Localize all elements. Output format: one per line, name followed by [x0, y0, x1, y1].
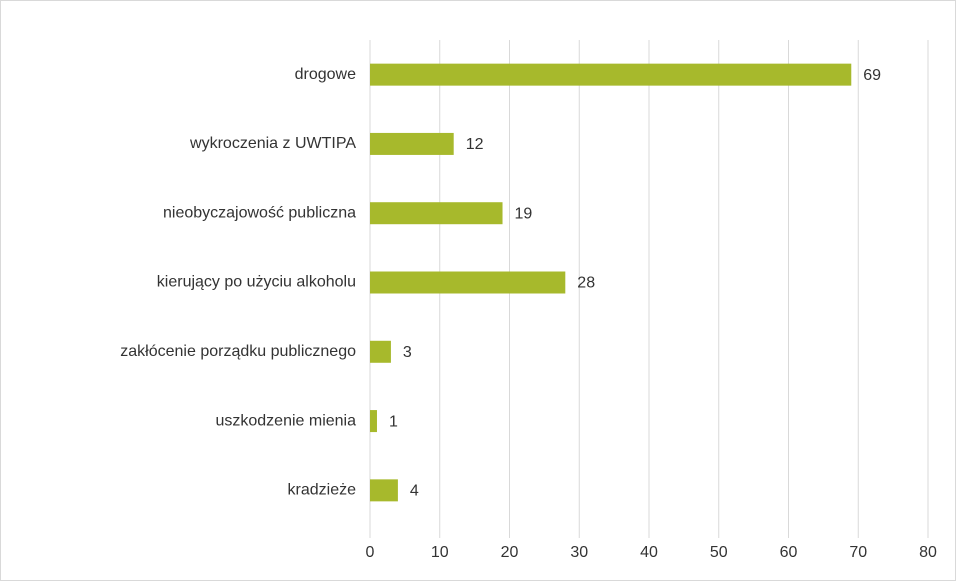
bar — [370, 202, 503, 225]
bar — [370, 340, 391, 363]
data-label: 1 — [389, 413, 398, 430]
x-tick-label: 60 — [780, 544, 798, 561]
bar — [370, 63, 852, 86]
bar — [370, 410, 377, 433]
data-label: 28 — [577, 275, 595, 292]
bar — [370, 271, 566, 294]
y-tick-label: zakłócenie porządku publicznego — [120, 343, 356, 360]
data-label: 4 — [410, 483, 419, 500]
y-tick-label: uszkodzenie mienia — [215, 412, 356, 429]
data-label: 3 — [403, 344, 412, 361]
y-tick-label: kierujący po użyciu alkoholu — [157, 274, 356, 291]
x-tick-label: 40 — [640, 544, 658, 561]
data-label: 19 — [515, 205, 533, 222]
x-tick-label: 50 — [710, 544, 728, 561]
y-tick-label: kradzieże — [288, 482, 357, 499]
x-tick-label: 30 — [570, 544, 588, 561]
x-tick-label: 20 — [501, 544, 519, 561]
y-tick-label: nieobyczajowość publiczna — [163, 204, 356, 221]
x-tick-label: 80 — [919, 544, 937, 561]
data-label: 12 — [466, 136, 484, 153]
y-tick-label: wykroczenia z UWTIPA — [189, 135, 356, 152]
x-tick-label: 10 — [431, 544, 449, 561]
x-tick-label: 0 — [366, 544, 375, 561]
data-label: 69 — [863, 67, 881, 84]
bar — [370, 479, 398, 502]
y-tick-label: drogowe — [295, 66, 356, 83]
x-tick-label: 70 — [849, 544, 867, 561]
bar — [370, 132, 454, 155]
